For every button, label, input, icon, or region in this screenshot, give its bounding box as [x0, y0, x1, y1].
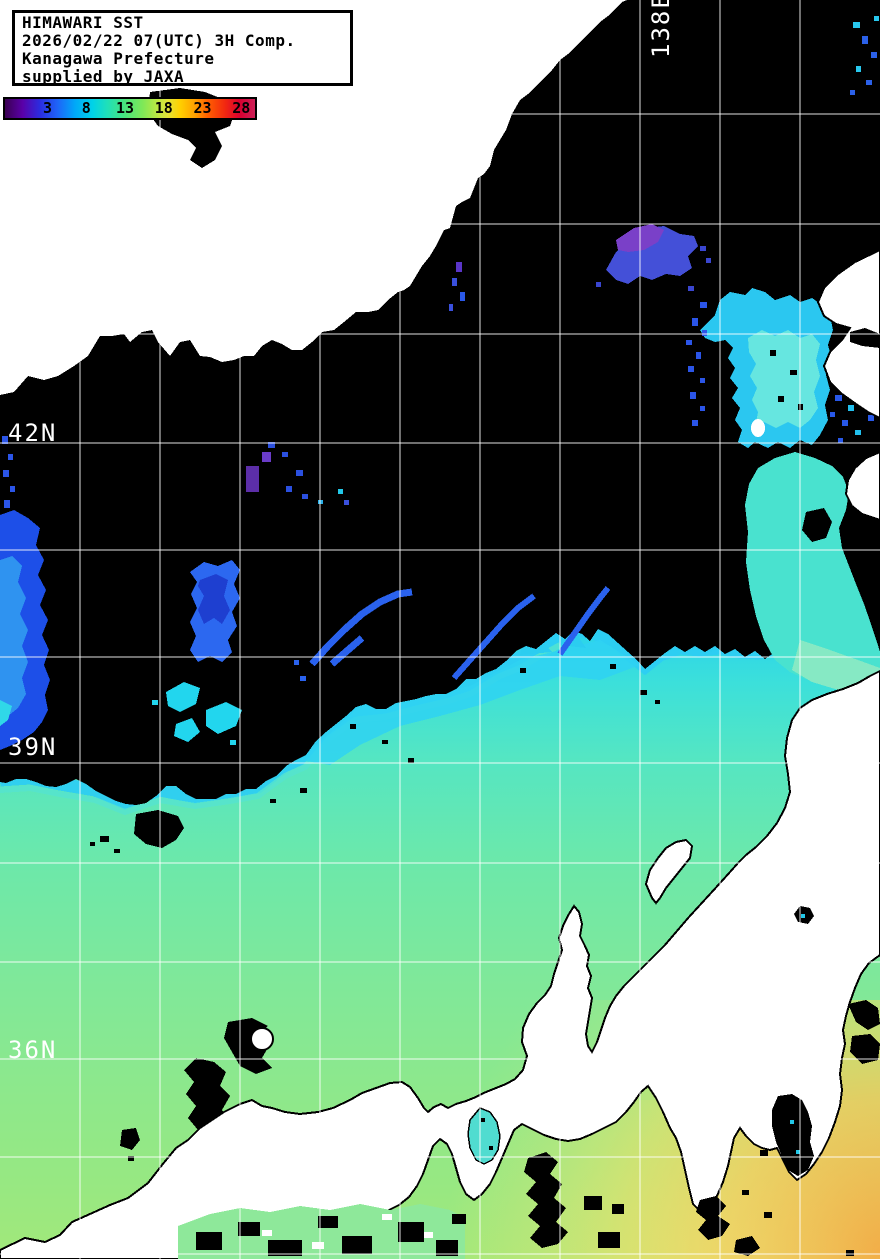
- title-box: HIMAWARI SST 2026/02/22 07(UTC) 3H Comp.…: [12, 10, 353, 86]
- timestamp-line: 2026/02/22 07(UTC) 3H Comp.: [22, 31, 296, 50]
- credit-line: supplied by JAXA: [22, 67, 185, 86]
- small-islet: [756, 996, 761, 1000]
- colorbar-tick: 18: [154, 99, 173, 117]
- seto-inland-sea: [178, 1204, 466, 1259]
- sst-cold-patches: [0, 16, 880, 750]
- lake-biwa: [467, 1107, 501, 1165]
- colorbar-tick: 23: [193, 99, 212, 117]
- okushiri-island: [751, 419, 765, 437]
- colorbar-tick: 28: [232, 99, 251, 117]
- colorbar-gradient: [5, 99, 255, 118]
- oki-island: [250, 1027, 274, 1051]
- lat-label-36n: 36N: [8, 1036, 58, 1064]
- inland-lake-dot: [794, 906, 814, 924]
- lat-label-39n: 39N: [8, 733, 58, 761]
- colorbar-tick: 3: [42, 99, 53, 117]
- colorbar-tick: 8: [81, 99, 91, 117]
- sado-island: [644, 838, 694, 905]
- land-honshu: [0, 669, 880, 1259]
- lat-label-42n: 42N: [8, 419, 58, 447]
- small-islet: [748, 988, 754, 993]
- region-line: Kanagawa Prefecture: [22, 49, 215, 68]
- pacific-cloud-patches: [524, 1000, 880, 1256]
- sst-colorbar: 3 8 13 18 23 28: [3, 97, 257, 120]
- lon-label-138e: 138E: [647, 0, 675, 58]
- colorbar-tick: 13: [115, 99, 135, 117]
- product-title: HIMAWARI SST: [22, 13, 144, 32]
- tokyo-bay: [772, 1094, 814, 1176]
